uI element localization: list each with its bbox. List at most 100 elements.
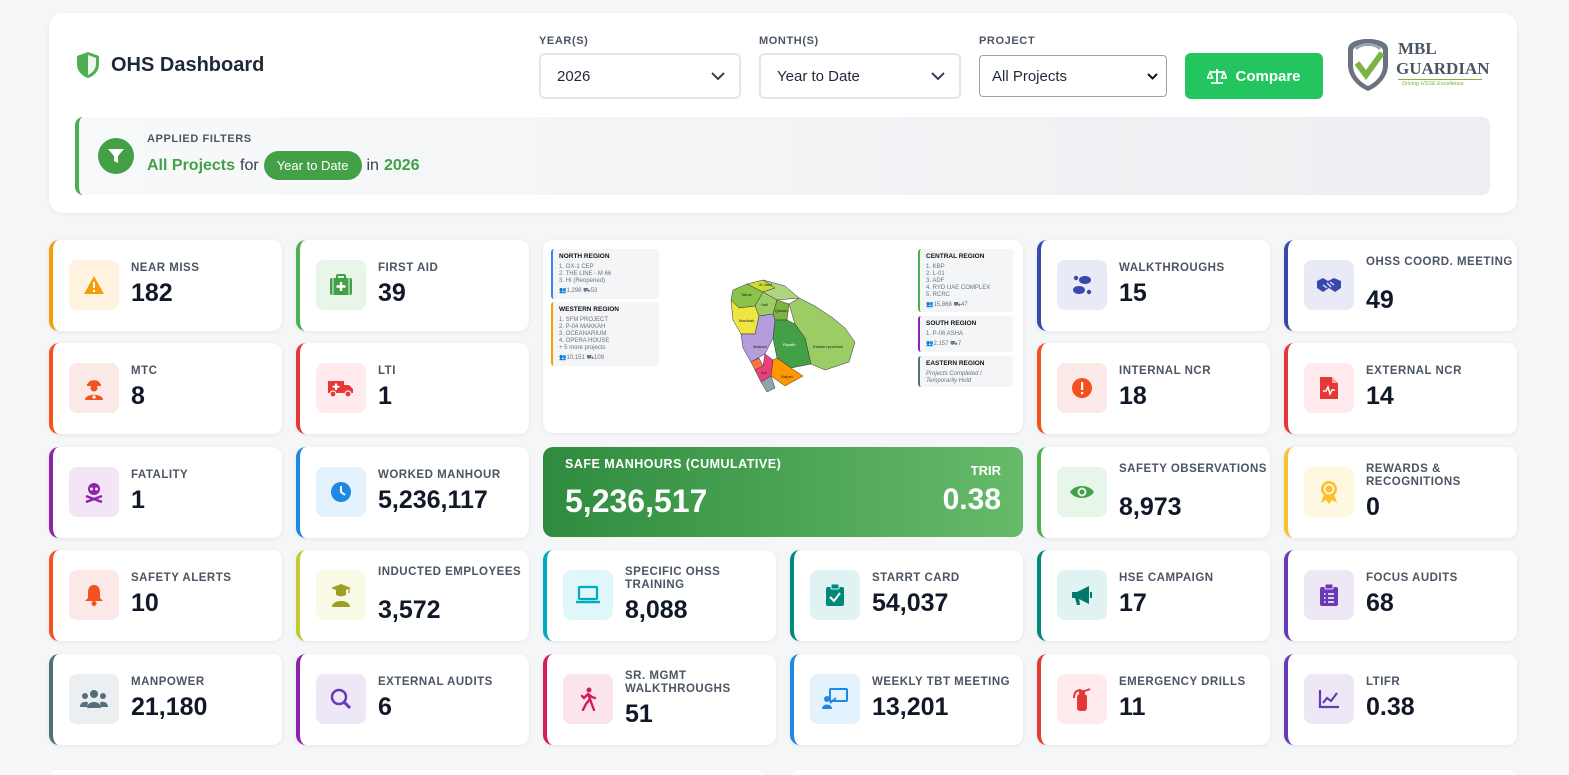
chevron-down-icon — [1147, 72, 1158, 80]
near-miss-card[interactable]: NEAR MISS 182 — [49, 240, 282, 331]
users-icon — [69, 674, 119, 724]
western-region-item: 3. OCEANARIUM — [559, 331, 607, 337]
central-region-item: 1. KBP — [926, 264, 945, 270]
north-region-box[interactable]: NORTH REGION 1. OX-1 CEP 2. THE LINE - M… — [551, 249, 659, 299]
rewards-card[interactable]: REWARDS & RECOGNITIONS 0 — [1284, 447, 1517, 538]
central-region-stats: 👥15,868 ⛟47 — [926, 302, 968, 308]
month-label: MONTH(S) — [759, 35, 819, 47]
rewards-label: REWARDS & RECOGNITIONS — [1366, 463, 1461, 488]
map-region-jazan — [760, 375, 776, 393]
starrt-card-card[interactable]: STARRT CARD 54,037 — [790, 550, 1023, 641]
manpower-card[interactable]: MANPOWER 21,180 — [49, 654, 282, 745]
safety-alerts-card[interactable]: SAFETY ALERTS 10 — [49, 550, 282, 641]
specific-ohss-training-card[interactable]: SPECIFIC OHSS TRAINING 8,088 — [543, 550, 776, 641]
walkthroughs-label: WALKTHROUGHS — [1119, 262, 1225, 274]
lti-card[interactable]: LTI 1 — [296, 343, 529, 434]
north-region-item: 1. OX-1 CEP — [559, 264, 594, 270]
saudi-arabia-map[interactable]: Tabuk Al Jawf Hail Qassim Madinah Riyadh… — [715, 276, 865, 394]
eye-icon — [1057, 467, 1107, 517]
map-label-najran: Najran — [781, 374, 793, 379]
western-region-box[interactable]: WESTERN REGION 1. SFM PROJECT 2. P-04 MA… — [551, 302, 659, 366]
region-map-card[interactable]: NORTH REGION 1. OX-1 CEP 2. THE LINE - M… — [543, 240, 1023, 433]
clock-icon — [316, 467, 366, 517]
western-region-item: 2. P-04 MAKKAH — [559, 324, 606, 330]
ohss-coord-meeting-card[interactable]: OHSS COORD. MEETING 49 — [1284, 240, 1517, 331]
western-region-item: 4. OPERA HOUSE — [559, 338, 610, 344]
applied-filters-label: APPLIED FILTERS — [147, 133, 252, 145]
project-value: All Projects — [992, 67, 1068, 85]
year-label: YEAR(S) — [539, 35, 589, 47]
map-label-tabuk: Tabuk — [741, 292, 752, 297]
clipboard-list-icon — [1304, 570, 1354, 620]
year-value: 2026 — [557, 67, 591, 85]
starrt-card-value: 54,037 — [872, 589, 949, 617]
focus-audits-card[interactable]: FOCUS AUDITS 68 — [1284, 550, 1517, 641]
eastern-region-note: Temporarily Hold — [926, 378, 972, 384]
safety-alerts-value: 10 — [131, 589, 159, 617]
internal-ncr-label: INTERNAL NCR — [1119, 365, 1212, 377]
month-select[interactable]: Year to Date — [759, 53, 961, 99]
map-label-makkah: Makkah — [753, 344, 767, 349]
project-select[interactable]: All Projects — [979, 55, 1167, 97]
project-label: PROJECT — [979, 35, 1036, 47]
internal-ncr-value: 18 — [1119, 382, 1147, 410]
external-ncr-label: EXTERNAL NCR — [1366, 365, 1462, 377]
manpower-label: MANPOWER — [131, 676, 205, 688]
page-title: OHS Dashboard — [111, 53, 265, 76]
map-label-asir: Asir — [761, 371, 768, 375]
north-region-stats: 👥1,298 ⛟53 — [559, 288, 598, 294]
rewards-value: 0 — [1366, 493, 1380, 521]
emergency-drills-card[interactable]: EMERGENCY DRILLS 11 — [1037, 654, 1270, 745]
graduate-icon — [316, 570, 366, 620]
filter-year: 2026 — [383, 156, 420, 174]
compare-button[interactable]: Compare — [1185, 53, 1323, 99]
emergency-drills-label: EMERGENCY DRILLS — [1119, 676, 1246, 688]
skull-crossbones-icon — [69, 467, 119, 517]
hse-campaign-card[interactable]: HSE CAMPAIGN 17 — [1037, 550, 1270, 641]
inducted-employees-card[interactable]: INDUCTED EMPLOYEES 3,572 — [296, 550, 529, 641]
ohss-coord-meeting-label: OHSS COORD. MEETING — [1366, 256, 1513, 268]
internal-ncr-card[interactable]: INTERNAL NCR 18 — [1037, 343, 1270, 434]
central-region-name: CENTRAL REGION — [926, 253, 985, 260]
safety-observations-value: 8,973 — [1119, 493, 1182, 521]
filter-project: All Projects — [147, 156, 236, 174]
walkthroughs-card[interactable]: WALKTHROUGHS 15 — [1037, 240, 1270, 331]
mbl-guardian-logo: MBL GUARDIAN Driving HSSE Excellence — [1342, 35, 1492, 97]
sr-mgmt-walkthroughs-card[interactable]: SR. MGMT WALKTHROUGHS 51 — [543, 654, 776, 745]
fatality-label: FATALITY — [131, 469, 189, 481]
guardian-shield-icon — [1348, 39, 1388, 91]
safe-manhours-card[interactable]: SAFE MANHOURS (CUMULATIVE) 5,236,517 TRI… — [543, 447, 1023, 537]
page-title-group: OHS Dashboard — [75, 51, 264, 79]
western-region-stats: 👥10,151 ⛟109 — [559, 355, 605, 361]
compare-label: Compare — [1235, 67, 1301, 85]
worked-manhour-card[interactable]: WORKED MANHOUR 5,236,117 — [296, 447, 529, 538]
lti-label: LTI — [378, 365, 396, 377]
logo-text-guardian: GUARDIAN — [1396, 59, 1490, 78]
south-region-box[interactable]: SOUTH REGION 1. P-06 ASHA 👥2,157 ⛟7 — [918, 316, 1013, 352]
fatality-card[interactable]: FATALITY 1 — [49, 447, 282, 538]
south-region-name: SOUTH REGION — [926, 320, 977, 327]
north-region-item: 2. THE LINE - M 66 — [559, 271, 612, 277]
mtc-card[interactable]: MTC 8 — [49, 343, 282, 434]
ltifr-card[interactable]: LTIFR 0.38 — [1284, 654, 1517, 745]
central-region-box[interactable]: CENTRAL REGION 1. KBP 2. L-01 3. ADF 4. … — [918, 249, 1013, 312]
safety-observations-label: SAFETY OBSERVATIONS — [1119, 463, 1267, 475]
first-aid-value: 39 — [378, 279, 406, 307]
laptop-icon — [563, 570, 613, 620]
first-aid-card[interactable]: FIRST AID 39 — [296, 240, 529, 331]
north-region-item: 3. HI (Reopened) — [559, 278, 606, 284]
safe-manhours-value: 5,236,517 — [565, 483, 708, 519]
ltifr-label: LTIFR — [1366, 676, 1401, 688]
lti-value: 1 — [378, 382, 392, 410]
external-ncr-card[interactable]: EXTERNAL NCR 14 — [1284, 343, 1517, 434]
weekly-tbt-meeting-card[interactable]: WEEKLY TBT MEETING 13,201 — [790, 654, 1023, 745]
safety-observations-card[interactable]: SAFETY OBSERVATIONS 8,973 — [1037, 447, 1270, 538]
external-audits-card[interactable]: EXTERNAL AUDITS 6 — [296, 654, 529, 745]
filter-for-word: for — [240, 156, 259, 174]
eastern-region-box[interactable]: EASTERN REGION Projects Completed / Temp… — [918, 356, 1013, 387]
walkthroughs-value: 15 — [1119, 279, 1147, 307]
megaphone-icon — [1057, 570, 1107, 620]
warning-icon — [69, 260, 119, 310]
year-select[interactable]: 2026 — [539, 53, 741, 99]
weekly-tbt-meeting-label: WEEKLY TBT MEETING — [872, 676, 1011, 688]
